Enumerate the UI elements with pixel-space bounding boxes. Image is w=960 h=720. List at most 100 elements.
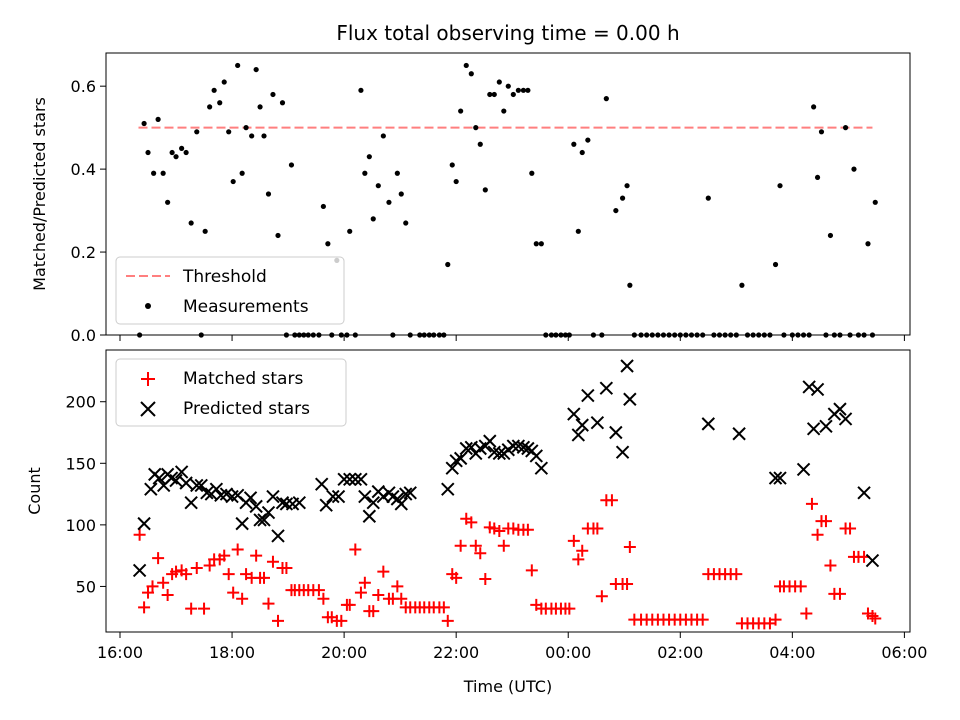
measurement-point (603, 96, 609, 102)
measurements-series (137, 62, 878, 338)
matched-star-point (157, 576, 170, 589)
measurement-point (338, 332, 344, 338)
matched-star-point (730, 568, 743, 581)
matched-star-point (800, 607, 813, 620)
measurement-point (179, 145, 185, 151)
measurement-point (386, 199, 392, 205)
matched-star-point (280, 561, 293, 574)
measurement-point (694, 332, 700, 338)
predicted-star-point (137, 516, 151, 531)
measurement-point (631, 332, 637, 338)
measurement-point (169, 149, 175, 156)
measurement-point (861, 332, 867, 338)
predicted-star-point (609, 425, 623, 440)
matched-star-point (133, 528, 146, 541)
matched-star-point (469, 539, 482, 552)
matched-star-point (218, 549, 231, 562)
measurement-point (403, 220, 409, 226)
measurement-point (352, 332, 358, 338)
measurement-point (261, 133, 267, 139)
predicted-star-point (833, 402, 847, 416)
predicted-star-point (838, 412, 853, 426)
measurement-point (533, 241, 539, 247)
measurement-point (270, 91, 276, 98)
measurement-point (226, 129, 232, 135)
matched-star-point (161, 589, 174, 602)
measurement-point (207, 104, 213, 110)
measurement-point (566, 332, 572, 338)
x-tick-label: 20:00 (321, 643, 367, 662)
measurement-point (482, 187, 488, 193)
matched-star-point (222, 568, 235, 581)
x-tick-label: 18:00 (209, 643, 255, 662)
measurement-point (468, 71, 474, 77)
measurement-point (585, 137, 591, 143)
measurement-point (296, 332, 302, 338)
predicted-star-point (319, 498, 333, 512)
measurement-point (173, 154, 179, 160)
measurement-point (496, 79, 502, 85)
matched-star-point (272, 614, 285, 627)
measurement-point (744, 332, 751, 338)
count-y-axis: 50 100 150 200 (65, 393, 106, 596)
matched-star-point (358, 576, 371, 589)
measurement-point (141, 120, 147, 127)
y-tick-label: 50 (76, 577, 96, 596)
x-tick-label: 06:00 (881, 643, 927, 662)
predicted-star-point (184, 495, 198, 510)
predicted-star-point (326, 489, 340, 504)
matched-star-point (367, 605, 380, 618)
predicted-star-point (403, 486, 417, 500)
predicted-star-point (529, 449, 544, 463)
matched-star-point (180, 568, 193, 581)
measurement-point (239, 170, 245, 176)
measurement-point (666, 332, 672, 338)
matched-star-point (170, 565, 183, 578)
ratio-y-axis-label: Matched/Predicted stars (30, 97, 49, 291)
matched-star-point (354, 586, 367, 599)
matched-star-point (142, 586, 155, 599)
predicted-star-point (200, 486, 214, 500)
predicted-star-point (802, 380, 816, 394)
predicted-legend-swatch (140, 401, 156, 417)
matched-star-point (696, 613, 709, 626)
measurement-point (390, 332, 396, 338)
y-tick-label: 0.2 (71, 243, 96, 262)
matched-star-point (454, 539, 467, 552)
measurement-point (249, 133, 255, 139)
x-tick-label: 04:00 (769, 643, 815, 662)
measurement-point (865, 241, 871, 247)
matched-star-point (576, 544, 589, 557)
measurement-point (160, 170, 166, 176)
measurement-point (375, 183, 381, 189)
measurement-point (436, 332, 442, 338)
measurement-point (705, 195, 711, 201)
matched-star-point (869, 612, 882, 625)
predicted-star-point (615, 445, 630, 459)
measurement-point (198, 332, 204, 338)
predicted-star-point (394, 497, 408, 511)
measurement-point (688, 332, 695, 338)
measurement-point (795, 332, 801, 338)
matched-star-point (138, 601, 151, 614)
matched-star-point (811, 528, 824, 541)
predicted-star-point (292, 495, 307, 510)
measurement-point (800, 332, 807, 338)
count-panel-frame (105, 349, 911, 633)
matched-star-point (450, 571, 463, 584)
measurement-point (624, 183, 630, 189)
measurement-point (613, 207, 619, 214)
measurement-point (767, 332, 773, 338)
matched-star-point (203, 559, 216, 572)
matched-star-point (317, 592, 330, 605)
matched-star-point (231, 543, 244, 556)
measurement-point (449, 162, 455, 168)
measurements-legend-swatch (145, 303, 151, 309)
matched-star-point (227, 586, 240, 599)
measurement-point (756, 332, 762, 338)
matched-star-point (572, 553, 585, 566)
measurement-point (320, 203, 326, 210)
predicted-star-point (441, 482, 455, 496)
predicted-star-point (194, 478, 208, 493)
predicted-star-point (857, 486, 871, 500)
